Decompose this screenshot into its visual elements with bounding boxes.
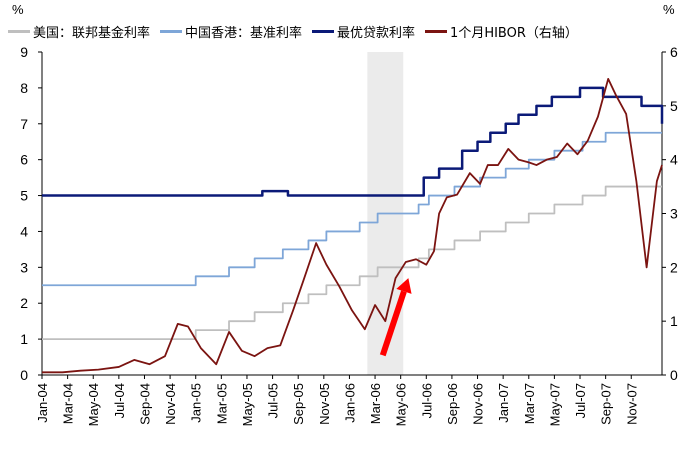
x-tick-label: Sep-07 [599, 383, 614, 425]
legend-swatch-fed-funds [8, 29, 30, 33]
legend-swatch-prime-rate [312, 29, 335, 33]
left-tick-label: 3 [20, 259, 28, 275]
right-tick-label: 3 [670, 206, 678, 222]
x-tick-label: Nov-05 [317, 383, 332, 425]
legend-item-hibor: 1个月HIBOR（右轴） [425, 22, 578, 41]
x-tick-label: Jan-07 [496, 383, 511, 423]
x-tick-label: May-04 [86, 383, 101, 426]
annotation-arrow [379, 278, 412, 357]
legend-label-hibor: 1个月HIBOR（右轴） [450, 25, 578, 41]
x-tick-label: Jul-05 [266, 383, 281, 418]
legend-label-prime-rate: 最优贷款利率 [337, 25, 416, 41]
legend-label-fed-funds: 美国：联邦基金利率 [33, 25, 151, 41]
right-tick-label: 5 [670, 98, 678, 114]
legend-swatch-hk-base [160, 29, 183, 33]
x-tick-label: Jan-05 [189, 383, 204, 423]
right-tick-label: 1 [670, 313, 678, 329]
left-tick-label: 0 [20, 367, 28, 383]
x-tick-label: Jan-04 [35, 383, 50, 423]
x-tick-label: Jul-07 [573, 383, 588, 418]
legend-label-hk-base: 中国香港：基准利率 [185, 25, 303, 41]
left-tick-label: 2 [20, 295, 28, 311]
right-axis-unit: % [663, 2, 675, 17]
left-tick-label: 9 [20, 44, 28, 60]
left-tick-label: 4 [20, 223, 28, 239]
legend-item-hk-base: 中国香港：基准利率 [160, 22, 302, 41]
x-tick-label: Nov-04 [163, 383, 178, 425]
arrow-shaft [379, 290, 407, 357]
left-tick-label: 1 [20, 331, 28, 347]
right-tick-label: 2 [670, 259, 678, 275]
x-tick-label: May-06 [394, 383, 409, 426]
x-tick-label: Mar-05 [214, 383, 229, 424]
right-tick-label: 4 [670, 152, 678, 168]
x-tick-label: May-07 [547, 383, 562, 426]
left-tick-label: 6 [20, 152, 28, 168]
right-tick-label: 6 [670, 44, 678, 60]
x-tick-label: May-05 [240, 383, 255, 426]
x-tick-label: Sep-06 [445, 383, 460, 425]
x-tick-label: Mar-04 [61, 383, 76, 424]
left-tick-label: 5 [20, 188, 28, 204]
legend-item-prime-rate: 最优贷款利率 [312, 22, 415, 41]
arrow-head [396, 278, 412, 294]
series-line-hibor [42, 78, 663, 374]
chart-legend: 美国：联邦基金利率 中国香港：基准利率 最优贷款利率 1个月HIBOR（右轴） [8, 20, 694, 42]
series-line-hk-base [42, 131, 662, 287]
x-tick-label: Nov-07 [624, 383, 639, 425]
x-tick-label: Sep-04 [137, 383, 152, 425]
series-line-prime-rate [42, 86, 664, 197]
legend-swatch-hibor [425, 29, 448, 33]
x-tick-label: Jul-06 [419, 383, 434, 418]
left-tick-label: 8 [20, 80, 28, 96]
x-tick-label: Sep-05 [291, 383, 306, 425]
left-tick-label: 7 [20, 116, 28, 132]
x-tick-label: Nov-06 [471, 383, 486, 425]
x-tick-label: Mar-06 [368, 383, 383, 424]
series-line-fed-funds [42, 185, 662, 341]
legend-item-fed-funds: 美国：联邦基金利率 [8, 22, 150, 41]
chart-series [42, 78, 664, 374]
x-tick-label: Mar-07 [522, 383, 537, 424]
left-axis-unit: % [12, 2, 24, 17]
right-tick-label: 0 [670, 367, 678, 383]
chart-axes: 0 1 2 3 4 5 6 7 8 9 0 1 2 3 4 5 6 Jan-04 Mar-04 May-04 Jul-0… [20, 44, 678, 426]
x-tick-label: Jan-06 [342, 383, 357, 423]
x-tick-label: Jul-04 [112, 383, 127, 418]
